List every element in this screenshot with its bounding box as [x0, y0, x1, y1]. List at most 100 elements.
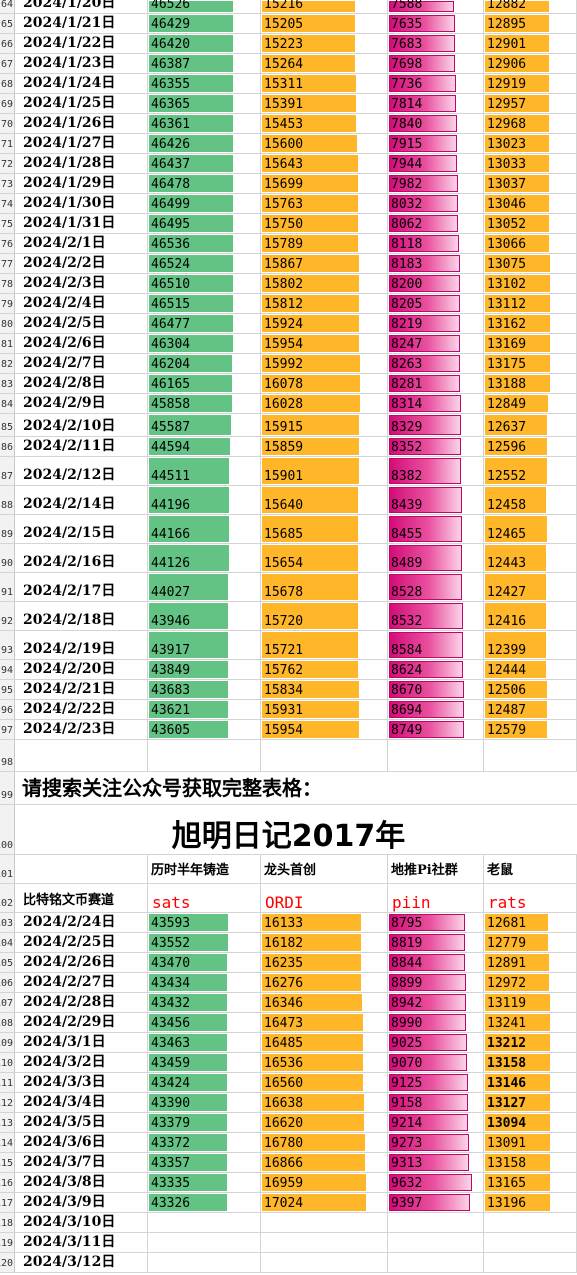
date-cell[interactable]: 2024/2/26日 [14, 953, 148, 972]
ordi-ticker-cell[interactable]: ORDI [261, 884, 388, 912]
row-number[interactable]: 109 [0, 1033, 15, 1052]
sheet-row[interactable]: 120 2024/3/12日 [0, 1253, 577, 1273]
piin-cell[interactable]: 8118 [388, 234, 484, 253]
date-cell[interactable]: 2024/3/8日 [14, 1173, 148, 1192]
date-cell[interactable]: 2024/2/16日 [14, 544, 148, 572]
rats-cell[interactable]: 13241 [484, 1013, 577, 1032]
date-cell[interactable]: 2024/2/9日 [14, 394, 148, 413]
piin-cell[interactable]: 9214 [388, 1113, 484, 1132]
piin-cell[interactable]: 8942 [388, 993, 484, 1012]
sheet-row[interactable]: 76 2024/2/1日 46536 15789 8118 13066 [0, 234, 577, 254]
ordi-cell[interactable]: 15216 [261, 0, 388, 13]
sheet-row[interactable]: 110 2024/3/2日 43459 16536 9070 13158 [0, 1053, 577, 1073]
rats-cell[interactable]: 12506 [484, 680, 577, 699]
sats-cell[interactable]: 46204 [148, 354, 261, 373]
row-number[interactable]: 115 [0, 1153, 15, 1172]
ordi-cell[interactable]: 16235 [261, 953, 388, 972]
ordi-cell[interactable]: 16866 [261, 1153, 388, 1172]
date-cell[interactable]: 2024/2/23日 [14, 720, 148, 739]
sats-cell[interactable]: 43917 [148, 631, 261, 659]
date-cell[interactable]: 2024/2/14日 [14, 486, 148, 514]
sheet-row[interactable]: 108 2024/2/29日 43456 16473 8990 13241 [0, 1013, 577, 1033]
sheet-row[interactable]: 109 2024/3/1日 43463 16485 9025 13212 [0, 1033, 577, 1053]
rats-cell[interactable]: 12849 [484, 394, 577, 413]
sheet-row[interactable]: 119 2024/3/11日 [0, 1233, 577, 1253]
sheet-row[interactable]: 84 2024/2/9日 45858 16028 8314 12849 [0, 394, 577, 414]
ordi-cell[interactable]: 16078 [261, 374, 388, 393]
date-cell[interactable]: 2024/3/2日 [14, 1053, 148, 1072]
sheet-row[interactable]: 68 2024/1/24日 46355 15311 7736 12919 [0, 74, 577, 94]
row-number[interactable]: 74 [0, 194, 15, 213]
piin-cell[interactable]: 9397 [388, 1193, 484, 1212]
date-cell[interactable]: 2024/2/10日 [14, 414, 148, 436]
sheet-row[interactable]: 104 2024/2/25日 43552 16182 8819 12779 [0, 933, 577, 953]
row-number[interactable]: 120 [0, 1253, 15, 1272]
empty-cell[interactable] [388, 1253, 484, 1272]
sats-cell[interactable]: 43434 [148, 973, 261, 992]
sheet-row[interactable]: 65 2024/1/21日 46429 15205 7635 12895 [0, 14, 577, 34]
rats-cell[interactable]: 12416 [484, 602, 577, 630]
ordi-cell[interactable]: 15264 [261, 54, 388, 73]
date-cell[interactable]: 2024/2/28日 [14, 993, 148, 1012]
ordi-cell[interactable]: 15954 [261, 334, 388, 353]
row-number[interactable]: 103 [0, 913, 15, 932]
sats-cell[interactable]: 46524 [148, 254, 261, 273]
date-cell[interactable]: 2024/1/23日 [14, 54, 148, 73]
ordi-cell[interactable]: 16276 [261, 973, 388, 992]
sats-cell[interactable]: 43357 [148, 1153, 261, 1172]
row-number[interactable]: 119 [0, 1233, 15, 1252]
sheet-row[interactable]: 64 2024/1/20日 46526 15216 7588 12882 [0, 0, 577, 14]
ordi-cell[interactable]: 15678 [261, 573, 388, 601]
piin-cell[interactable]: 8670 [388, 680, 484, 699]
piin-cell[interactable]: 7814 [388, 94, 484, 113]
row-number[interactable]: 112 [0, 1093, 15, 1112]
sats-cell[interactable]: 46365 [148, 94, 261, 113]
date-cell[interactable]: 2024/2/17日 [14, 573, 148, 601]
row-number[interactable]: 72 [0, 154, 15, 173]
sats-cell[interactable]: 46420 [148, 34, 261, 53]
piin-cell[interactable]: 9125 [388, 1073, 484, 1092]
ordi-cell[interactable]: 15311 [261, 74, 388, 93]
piin-cell[interactable]: 8183 [388, 254, 484, 273]
rats-cell[interactable]: 12399 [484, 631, 577, 659]
date-cell[interactable]: 2024/2/25日 [14, 933, 148, 952]
rats-cell[interactable]: 13091 [484, 1133, 577, 1152]
sats-cell[interactable]: 46387 [148, 54, 261, 73]
date-cell[interactable]: 2024/3/3日 [14, 1073, 148, 1092]
rats-cell[interactable]: 13196 [484, 1193, 577, 1212]
sats-cell[interactable]: 46477 [148, 314, 261, 333]
row-number[interactable]: 66 [0, 34, 15, 53]
rats-cell[interactable]: 13169 [484, 334, 577, 353]
date-cell[interactable]: 2024/1/29日 [14, 174, 148, 193]
date-cell[interactable]: 2024/1/27日 [14, 134, 148, 153]
row-number[interactable]: 111 [0, 1073, 15, 1092]
sheet-row[interactable]: 118 2024/3/10日 [0, 1213, 577, 1233]
sats-cell[interactable]: 43470 [148, 953, 261, 972]
sheet-row[interactable]: 106 2024/2/27日 43434 16276 8899 12972 [0, 973, 577, 993]
ordi-cell[interactable]: 15600 [261, 134, 388, 153]
piin-cell[interactable]: 7635 [388, 14, 484, 33]
piin-cell[interactable]: 7588 [388, 0, 484, 13]
row-number[interactable]: 85 [0, 414, 15, 436]
piin-cell[interactable]: 8032 [388, 194, 484, 213]
ordi-cell[interactable]: 15834 [261, 680, 388, 699]
date-cell[interactable]: 2024/2/29日 [14, 1013, 148, 1032]
row-number[interactable]: 70 [0, 114, 15, 133]
date-cell[interactable]: 2024/2/22日 [14, 700, 148, 719]
sheet-row[interactable]: 92 2024/2/18日 43946 15720 8532 12416 [0, 602, 577, 631]
ordi-cell[interactable]: 16780 [261, 1133, 388, 1152]
sats-cell[interactable]: 43424 [148, 1073, 261, 1092]
date-cell[interactable]: 2024/1/22日 [14, 34, 148, 53]
rats-cell[interactable]: 12465 [484, 515, 577, 543]
date-cell[interactable]: 2024/2/2日 [14, 254, 148, 273]
rats-cell[interactable]: 12779 [484, 933, 577, 952]
date-cell[interactable]: 2024/1/31日 [14, 214, 148, 233]
sats-ticker-cell[interactable]: sats [148, 884, 261, 912]
rats-cell[interactable]: 13188 [484, 374, 577, 393]
piin-cell[interactable]: 8247 [388, 334, 484, 353]
rats-cell[interactable]: 13175 [484, 354, 577, 373]
header-empty-cell[interactable] [14, 855, 148, 883]
sheet-row[interactable]: 91 2024/2/17日 44027 15678 8528 12427 [0, 573, 577, 602]
sats-cell[interactable]: 46478 [148, 174, 261, 193]
ordi-cell[interactable]: 15762 [261, 660, 388, 679]
